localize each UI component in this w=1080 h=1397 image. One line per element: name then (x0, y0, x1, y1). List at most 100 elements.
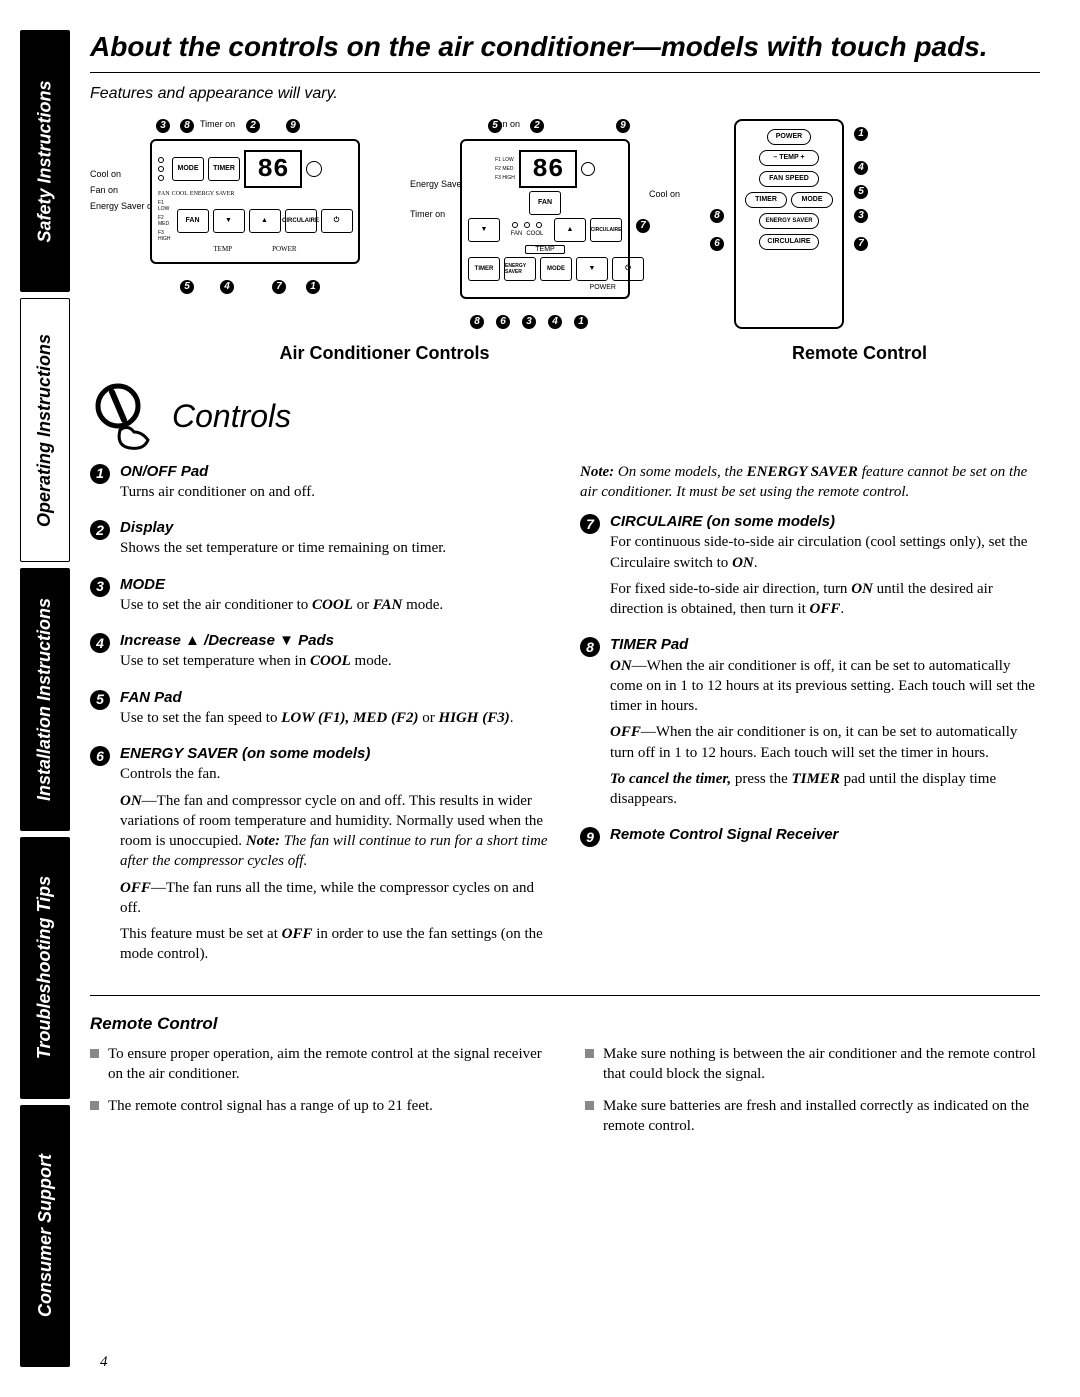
remote-col-right: Make sure nothing is between the air con… (585, 1044, 1040, 1149)
item-body: MODEUse to set the air conditioner to CO… (120, 575, 443, 622)
circulaire-button[interactable]: CIRCULAIRE (590, 218, 622, 242)
remote-mode-button[interactable]: MODE (791, 192, 833, 208)
item-bullet: 5 (90, 690, 110, 710)
timer-button[interactable]: TIMER (208, 157, 240, 181)
diagram-labels: Air Conditioner Controls Remote Control (90, 343, 1040, 364)
callout: 2 (246, 119, 260, 133)
divider (90, 72, 1040, 73)
control-panel-1: MODE TIMER 86 FANCOOLENERGY SAVER F1 LOW… (150, 139, 360, 264)
remote-circulaire-button[interactable]: CIRCULAIRE (759, 234, 819, 250)
callout: 7 (272, 280, 286, 294)
item-text: ON—The fan and compressor cycle on and o… (120, 791, 550, 872)
fan-level: F3 HIGH (495, 175, 515, 181)
temp-label: TEMP (525, 245, 565, 254)
subtitle: Features and appearance will vary. (90, 85, 1040, 103)
item-text: Shows the set temperature or time remain… (120, 538, 446, 558)
callout: 7 (636, 219, 650, 233)
fan-level: F1 LOW (495, 157, 515, 163)
item-body: ENERGY SAVER (on some models)Controls th… (120, 744, 550, 971)
down-button[interactable]: ▼ (576, 257, 608, 281)
item-body: FAN PadUse to set the fan speed to LOW (… (120, 688, 513, 735)
up-button[interactable]: ▲ (249, 209, 281, 233)
control-item: 8TIMER PadON—When the air conditioner is… (580, 635, 1040, 815)
remote-wrap: 1 4 5 3 7 8 6 POWER – TEMP + FAN SPEED T… (710, 119, 868, 329)
control-item: 4 Increase ▲ /Decrease ▼ PadsUse to set t… (90, 631, 550, 678)
fan-button[interactable]: FAN (529, 191, 561, 215)
item-body: ON/OFF PadTurns air conditioner on and o… (120, 462, 315, 509)
page-title: About the controls on the air conditione… (90, 30, 1040, 64)
remote-tip: Make sure batteries are fresh and instal… (585, 1096, 1040, 1137)
timer-button[interactable]: TIMER (468, 257, 500, 281)
item-title: TIMER Pad (610, 635, 1040, 655)
controls-col-right: Note: On some models, the ENERGY SAVER f… (580, 462, 1040, 981)
item-title: ON/OFF Pad (120, 462, 315, 482)
item-bullet: 7 (580, 514, 600, 534)
hand-pointer-icon (90, 382, 160, 452)
fan-button[interactable]: FAN (177, 209, 209, 233)
mode-button[interactable]: MODE (540, 257, 572, 281)
led-label: Fan on (90, 185, 118, 195)
callout: 2 (530, 119, 544, 133)
item-body: Increase ▲ /Decrease ▼ PadsUse to set te… (120, 631, 392, 678)
item-text: To cancel the timer, press the TIMER pad… (610, 769, 1040, 810)
item-text: Use to set temperature when in COOL mode… (120, 651, 392, 671)
callout: 9 (286, 119, 300, 133)
item-text: Use to set the air conditioner to COOL o… (120, 595, 443, 615)
down-button[interactable]: ▼ (468, 218, 500, 242)
remote-label: Remote Control (679, 343, 1040, 364)
led-label: Cool on (649, 189, 680, 199)
power-label: POWER (272, 245, 297, 253)
item-bullet: 9 (580, 827, 600, 847)
up-button[interactable]: ▲ (554, 218, 586, 242)
callout: 8 (180, 119, 194, 133)
control-panel-2: F1 LOW F2 MED F3 HIGH 86 FAN ▼ FANCOOL (460, 139, 630, 299)
remote-energy-saver-button[interactable]: ENERGY SAVER (759, 213, 819, 229)
fan-level: F1 LOW (158, 200, 171, 212)
item-title: FAN Pad (120, 688, 513, 708)
energy-saver-note: Note: On some models, the ENERGY SAVER f… (580, 462, 1040, 503)
item-text: For fixed side-to-side air direction, tu… (610, 579, 1040, 620)
controls-columns: 1 ON/OFF PadTurns air conditioner on and … (90, 462, 1040, 981)
item-body: TIMER PadON—When the air conditioner is … (610, 635, 1040, 815)
control-item: 9 Remote Control Signal Receiver (580, 825, 1040, 847)
remote-temp-button[interactable]: – TEMP + (759, 150, 819, 166)
item-title: Increase ▲ /Decrease ▼ Pads (120, 631, 392, 651)
item-title: Remote Control Signal Receiver (610, 825, 838, 845)
callout: 6 (496, 315, 510, 329)
callout: 5 (854, 185, 868, 199)
callout: 1 (306, 280, 320, 294)
down-button[interactable]: ▼ (213, 209, 245, 233)
power-button[interactable]: ⏻ (321, 209, 353, 233)
fan-level: F2 MED (158, 215, 171, 227)
remote-power-button[interactable]: POWER (767, 129, 811, 145)
item-title: MODE (120, 575, 443, 595)
remote-fanspeed-button[interactable]: FAN SPEED (759, 171, 819, 187)
callout: 5 (180, 280, 194, 294)
callout: 9 (616, 119, 630, 133)
remote-control: POWER – TEMP + FAN SPEED TIMER MODE ENER… (734, 119, 844, 329)
item-text: Use to set the fan speed to LOW (F1), ME… (120, 708, 513, 728)
led-label: Timer on (200, 119, 235, 129)
callout: 1 (854, 127, 868, 141)
remote-tip: Make sure nothing is between the air con… (585, 1044, 1040, 1085)
item-bullet: 4 (90, 633, 110, 653)
power-button[interactable]: ⏻ (612, 257, 644, 281)
energy-saver-button[interactable]: ENERGY SAVER (504, 257, 536, 281)
item-text: OFF—The fan runs all the time, while the… (120, 878, 550, 919)
remote-col-left: To ensure proper operation, aim the remo… (90, 1044, 545, 1149)
callout: 7 (854, 237, 868, 251)
control-item: 5 FAN PadUse to set the fan speed to LOW … (90, 688, 550, 735)
panel1-wrap: Cool on Fan on Energy Saver on Timer on … (90, 119, 380, 294)
control-item: 6ENERGY SAVER (on some models)Controls t… (90, 744, 550, 971)
led-label: Energy Saver on (90, 201, 157, 211)
temp-display: 86 (244, 150, 302, 188)
temp-display: 86 (519, 150, 577, 188)
remote-timer-button[interactable]: TIMER (745, 192, 787, 208)
circulaire-button[interactable]: CIRCULAIRE (285, 209, 317, 233)
mode-button[interactable]: MODE (172, 157, 204, 181)
divider (90, 995, 1040, 996)
power-label: POWER (468, 284, 622, 291)
remote-tip: To ensure proper operation, aim the remo… (90, 1044, 545, 1085)
callout: 3 (854, 209, 868, 223)
item-bullet: 1 (90, 464, 110, 484)
